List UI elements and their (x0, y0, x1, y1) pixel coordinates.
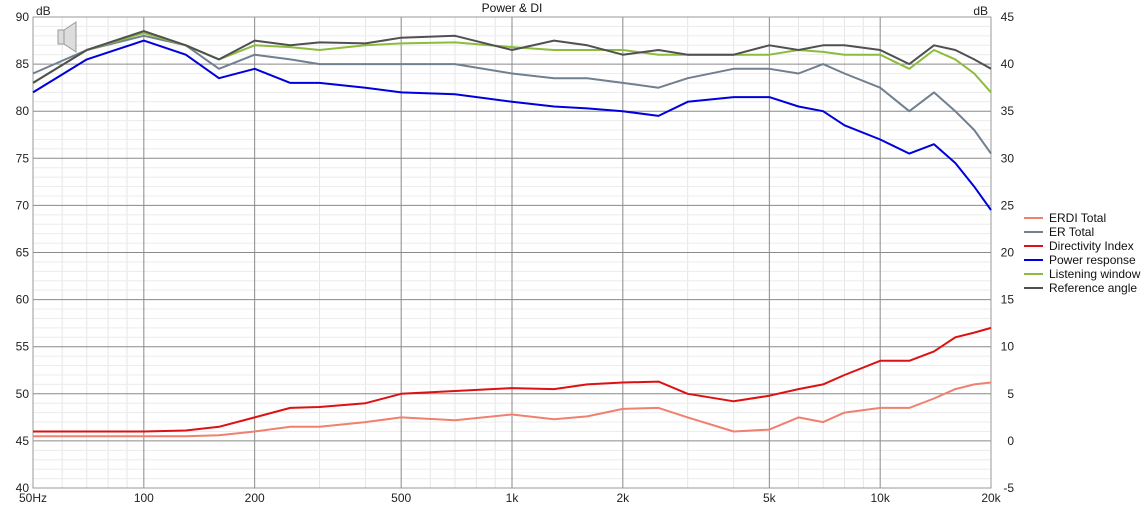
legend-entry: ERDI Total (1049, 211, 1106, 225)
left-tick-label: 50 (16, 387, 30, 401)
right-tick-label: 30 (1001, 151, 1015, 165)
left-tick-label: 65 (16, 246, 30, 260)
right-tick-label: 5 (1007, 387, 1014, 401)
right-tick-label: 10 (1001, 340, 1015, 354)
x-axis-ticks: 50Hz 100 200 500 1k 2k 5k 10k 20k (19, 491, 1002, 505)
left-tick-label: 55 (16, 340, 30, 354)
x-tick-label: 200 (245, 491, 265, 505)
left-axis-ticks: 90 85 80 75 70 65 60 55 50 45 40 (16, 10, 30, 495)
legend-entry: ER Total (1049, 225, 1094, 239)
right-tick-label: 0 (1007, 434, 1014, 448)
legend-entry: Power response (1049, 253, 1136, 267)
right-tick-label: 35 (1001, 104, 1015, 118)
x-tick-label: 50Hz (19, 491, 47, 505)
x-tick-label: 100 (134, 491, 154, 505)
left-tick-label: 45 (16, 434, 30, 448)
left-tick-label: 80 (16, 104, 30, 118)
right-tick-label: -5 (1003, 481, 1014, 495)
x-tick-label: 1k (506, 491, 520, 505)
left-tick-label: 90 (16, 10, 30, 24)
series-line-erdi-total (33, 381, 992, 438)
speaker-icon (57, 21, 77, 53)
left-tick-label: 70 (16, 198, 30, 212)
right-tick-label: 20 (1001, 246, 1015, 260)
x-tick-label: 20k (981, 491, 1001, 505)
right-tick-label: 25 (1001, 198, 1015, 212)
right-tick-label: 45 (1001, 10, 1015, 24)
chart-title: Power & DI (482, 1, 543, 15)
x-tick-label: 5k (763, 491, 777, 505)
right-tick-label: 15 (1001, 293, 1015, 307)
legend-entry: Directivity Index (1049, 239, 1134, 253)
x-tick-label: 500 (391, 491, 411, 505)
legend-entry: Listening window (1049, 267, 1141, 281)
right-tick-label: 40 (1001, 57, 1015, 71)
left-tick-label: 60 (16, 293, 30, 307)
right-axis-label: dB (973, 4, 988, 18)
series-line-power-response (32, 39, 992, 211)
right-axis-ticks: 45 40 35 30 25 20 15 10 5 0 -5 (1001, 10, 1015, 495)
series-lines (32, 30, 992, 438)
left-axis-label: dB (36, 4, 51, 18)
legend-entry: Reference angle (1049, 281, 1137, 295)
left-tick-label: 40 (16, 481, 30, 495)
series-line-reference-angle (32, 30, 992, 84)
left-tick-label: 85 (16, 57, 30, 71)
series-line-directivity-index (33, 326, 992, 433)
plot-frame (32, 16, 992, 489)
x-tick-label: 2k (616, 491, 630, 505)
x-tick-label: 10k (870, 491, 890, 505)
left-tick-label: 75 (16, 151, 30, 165)
series-line-er-total (32, 34, 992, 155)
